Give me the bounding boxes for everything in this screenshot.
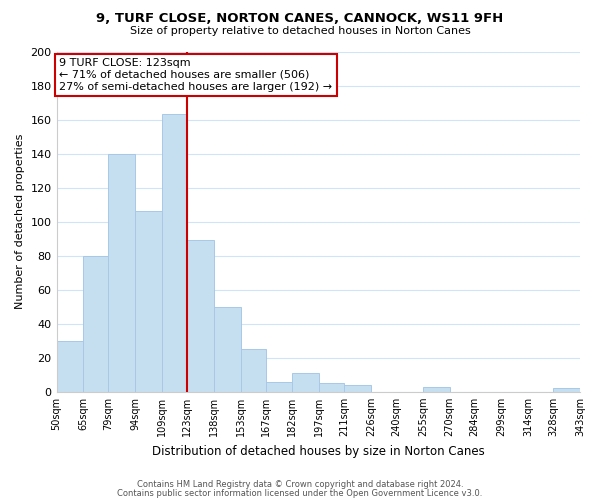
Bar — [56, 341, 83, 392]
Text: Contains public sector information licensed under the Open Government Licence v3: Contains public sector information licen… — [118, 488, 482, 498]
Bar — [109, 154, 135, 392]
Text: Size of property relative to detached houses in Norton Canes: Size of property relative to detached ho… — [130, 26, 470, 36]
Bar — [135, 212, 162, 392]
Bar — [292, 373, 319, 392]
Bar — [553, 388, 580, 392]
Bar — [266, 382, 292, 392]
Bar — [214, 306, 241, 392]
X-axis label: Distribution of detached houses by size in Norton Canes: Distribution of detached houses by size … — [152, 444, 485, 458]
Bar — [344, 385, 371, 392]
Bar — [83, 256, 109, 392]
Bar — [187, 240, 214, 392]
Bar — [423, 386, 449, 392]
Bar — [162, 114, 187, 392]
Text: 9 TURF CLOSE: 123sqm
← 71% of detached houses are smaller (506)
27% of semi-deta: 9 TURF CLOSE: 123sqm ← 71% of detached h… — [59, 58, 332, 92]
Bar — [241, 350, 266, 392]
Text: 9, TURF CLOSE, NORTON CANES, CANNOCK, WS11 9FH: 9, TURF CLOSE, NORTON CANES, CANNOCK, WS… — [97, 12, 503, 26]
Bar — [319, 384, 344, 392]
Y-axis label: Number of detached properties: Number of detached properties — [15, 134, 25, 310]
Text: Contains HM Land Registry data © Crown copyright and database right 2024.: Contains HM Land Registry data © Crown c… — [137, 480, 463, 489]
